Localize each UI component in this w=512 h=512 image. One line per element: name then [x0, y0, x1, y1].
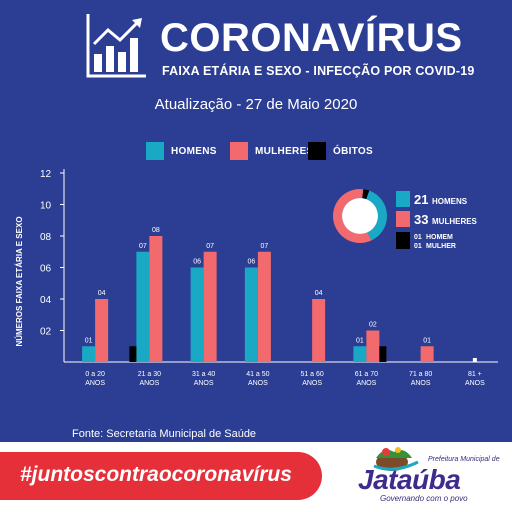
legend-item-mulheres: MULHERES	[230, 142, 314, 160]
city-tagline: Governando com o povo	[380, 494, 468, 503]
bar-homens	[190, 267, 204, 362]
bar-obitos	[379, 346, 387, 362]
data-label-mulheres: 07	[260, 243, 268, 250]
bar-obitos	[129, 346, 137, 362]
data-label-mulheres: 01	[423, 337, 431, 344]
legend-label-homens: HOMENS	[171, 145, 217, 157]
y-tick-label: 04	[40, 295, 52, 306]
data-label-homens: 07	[139, 243, 147, 250]
bar-mulheres	[420, 346, 434, 362]
legend-item-obitos: ÓBITOS	[308, 142, 373, 160]
page-subtitle: FAIXA ETÁRIA E SEXO - INFECÇÃO POR COVID…	[162, 64, 475, 78]
data-label-mulheres: 07	[206, 243, 214, 250]
city-name: Jataúba	[358, 464, 461, 495]
y-axis-label: NÚMEROS FAIXA ETÁRIA E SEXO	[15, 216, 24, 346]
donut-legend-swatch	[396, 211, 410, 227]
bar-homens	[82, 346, 96, 362]
x-tick-label: 71 a 80	[409, 371, 432, 378]
legend-label-obitos: ÓBITOS	[333, 145, 373, 157]
source-note: Fonte: Secretaria Municipal de Saúde	[72, 428, 257, 440]
data-label-mulheres: 04	[315, 290, 323, 297]
bar-empty-marker	[472, 358, 477, 362]
legend-swatch-homens	[146, 142, 164, 160]
donut-legend-label: HOMEM	[426, 234, 453, 241]
legend-item-homens: HOMENS	[146, 142, 217, 160]
donut-legend-swatch	[396, 191, 410, 207]
city-logo: Prefeitura Municipal de Jataúba Governan…	[340, 442, 512, 512]
donut-legend-number: 01	[414, 243, 422, 250]
legend-swatch-obitos	[308, 142, 326, 160]
bar-homens	[353, 346, 367, 362]
legend-swatch-mulheres	[230, 142, 248, 160]
x-tick-label-unit: ANOS	[194, 380, 214, 387]
y-tick-label: 12	[40, 169, 52, 180]
donut-legend-number: 21	[414, 192, 428, 207]
y-tick-label: 08	[40, 232, 52, 243]
bar-mulheres	[312, 299, 326, 362]
x-tick-label-unit: ANOS	[302, 380, 322, 387]
data-label-homens: 06	[247, 259, 255, 266]
x-tick-label-unit: ANOS	[139, 380, 159, 387]
x-tick-label: 61 a 70	[355, 371, 378, 378]
x-tick-label-unit: ANOS	[248, 380, 268, 387]
x-tick-label-unit: ANOS	[356, 380, 376, 387]
x-tick-label: 21 a 30	[138, 371, 161, 378]
chart-legend: HOMENS MULHERES ÓBITOS	[0, 142, 512, 162]
donut-slice-óbitos	[362, 189, 370, 200]
donut-legend-label: HOMENS	[432, 197, 468, 206]
x-tick-label: 51 a 60	[300, 371, 323, 378]
legend-label-mulheres: MULHERES	[255, 145, 314, 157]
x-tick-label-unit: ANOS	[85, 380, 105, 387]
y-tick-label: 02	[40, 327, 52, 338]
bar-chart-growth-icon	[86, 14, 146, 78]
bar-chart: 02 04 06 08 10 12 NÚMEROS FAIXA ETÁRIA E SEXO 0…	[15, 169, 498, 387]
city-emblem-icon	[373, 447, 419, 471]
donut-slice-homens	[366, 190, 387, 241]
bar-homens	[244, 267, 258, 362]
donut-legend-number: 33	[414, 212, 428, 227]
data-label-mulheres: 02	[369, 322, 377, 329]
bar-mulheres	[203, 251, 217, 362]
donut-legend-label: MULHERES	[432, 217, 478, 226]
bar-mulheres	[149, 236, 163, 362]
bar-mulheres	[366, 330, 380, 362]
donut-legend-swatch	[396, 232, 410, 249]
bar-homens	[136, 251, 150, 362]
update-date: Atualização - 27 de Maio 2020	[154, 96, 358, 113]
x-tick-label-unit: ANOS	[411, 380, 431, 387]
data-label-homens: 01	[85, 337, 93, 344]
donut-hole	[342, 198, 378, 234]
donut-legend-label: MULHER	[426, 243, 456, 250]
x-tick-label: 31 a 40	[192, 371, 215, 378]
data-label-homens: 01	[356, 337, 364, 344]
data-label-mulheres: 04	[98, 290, 106, 297]
hashtag-banner: #juntoscontraocoronavírus	[0, 452, 322, 500]
y-tick-label: 10	[40, 201, 52, 212]
x-tick-label: 81 +	[468, 371, 482, 378]
hashtag-text: #juntoscontraocoronavírus	[20, 463, 292, 486]
page-title: CORONAVÍRUS	[160, 16, 463, 60]
bar-mulheres	[257, 251, 271, 362]
data-label-homens: 06	[193, 259, 201, 266]
x-tick-label: 41 a 50	[246, 371, 269, 378]
x-tick-label-unit: ANOS	[465, 380, 485, 387]
header: CORONAVÍRUS FAIXA ETÁRIA E SEXO - INFECÇ…	[0, 0, 512, 92]
y-tick-label: 06	[40, 264, 52, 275]
data-label-mulheres: 08	[152, 227, 160, 234]
x-tick-label: 0 a 20	[85, 371, 105, 378]
donut-slice-mulheres	[332, 189, 372, 243]
donut-legend-number: 01	[414, 234, 422, 241]
city-prefix: Prefeitura Municipal de	[428, 456, 500, 463]
bar-mulheres	[95, 299, 109, 362]
